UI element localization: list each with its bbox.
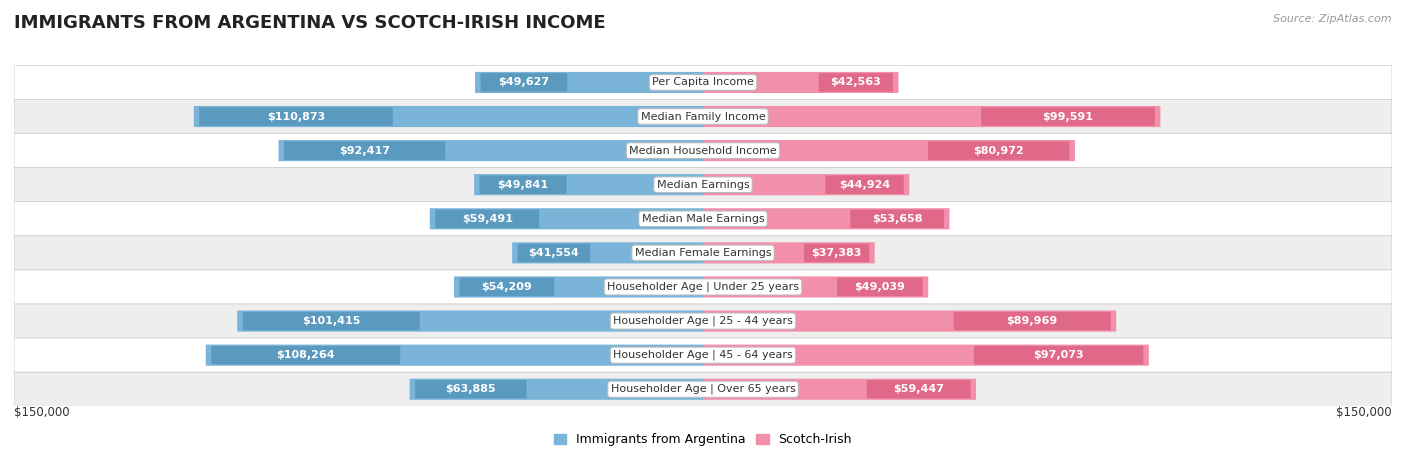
FancyBboxPatch shape xyxy=(211,346,401,364)
FancyBboxPatch shape xyxy=(14,134,1392,168)
Text: Householder Age | 45 - 64 years: Householder Age | 45 - 64 years xyxy=(613,350,793,361)
FancyBboxPatch shape xyxy=(703,72,898,93)
FancyBboxPatch shape xyxy=(481,73,567,92)
FancyBboxPatch shape xyxy=(14,99,1392,134)
FancyBboxPatch shape xyxy=(837,278,922,296)
Text: $59,491: $59,491 xyxy=(461,214,513,224)
Text: $89,969: $89,969 xyxy=(1007,316,1057,326)
Text: Median Female Earnings: Median Female Earnings xyxy=(634,248,772,258)
FancyBboxPatch shape xyxy=(479,176,567,194)
FancyBboxPatch shape xyxy=(14,270,1392,304)
FancyBboxPatch shape xyxy=(512,242,703,263)
FancyBboxPatch shape xyxy=(825,176,904,194)
Text: Householder Age | Under 25 years: Householder Age | Under 25 years xyxy=(607,282,799,292)
FancyBboxPatch shape xyxy=(238,311,703,332)
Text: $108,264: $108,264 xyxy=(277,350,335,360)
FancyBboxPatch shape xyxy=(415,380,527,398)
FancyBboxPatch shape xyxy=(703,242,875,263)
Text: Median Male Earnings: Median Male Earnings xyxy=(641,214,765,224)
Text: Householder Age | Over 65 years: Householder Age | Over 65 years xyxy=(610,384,796,395)
FancyBboxPatch shape xyxy=(517,244,591,262)
Text: Source: ZipAtlas.com: Source: ZipAtlas.com xyxy=(1274,14,1392,24)
Text: $41,554: $41,554 xyxy=(529,248,579,258)
Text: $44,924: $44,924 xyxy=(839,180,890,190)
Text: Median Family Income: Median Family Income xyxy=(641,112,765,121)
FancyBboxPatch shape xyxy=(703,106,1160,127)
Text: $37,383: $37,383 xyxy=(811,248,862,258)
FancyBboxPatch shape xyxy=(14,202,1392,236)
FancyBboxPatch shape xyxy=(981,107,1154,126)
Text: IMMIGRANTS FROM ARGENTINA VS SCOTCH-IRISH INCOME: IMMIGRANTS FROM ARGENTINA VS SCOTCH-IRIS… xyxy=(14,14,606,32)
FancyBboxPatch shape xyxy=(460,278,554,296)
Text: $49,841: $49,841 xyxy=(498,180,548,190)
FancyBboxPatch shape xyxy=(14,372,1392,406)
FancyBboxPatch shape xyxy=(436,210,538,228)
FancyBboxPatch shape xyxy=(818,73,893,92)
FancyBboxPatch shape xyxy=(14,304,1392,338)
FancyBboxPatch shape xyxy=(804,244,869,262)
FancyBboxPatch shape xyxy=(703,345,1149,366)
Text: $54,209: $54,209 xyxy=(481,282,533,292)
FancyBboxPatch shape xyxy=(974,346,1143,364)
Text: Median Earnings: Median Earnings xyxy=(657,180,749,190)
Text: $80,972: $80,972 xyxy=(973,146,1024,156)
Text: Householder Age | 25 - 44 years: Householder Age | 25 - 44 years xyxy=(613,316,793,326)
FancyBboxPatch shape xyxy=(703,174,910,195)
FancyBboxPatch shape xyxy=(866,380,970,398)
FancyBboxPatch shape xyxy=(14,65,1392,99)
FancyBboxPatch shape xyxy=(703,311,1116,332)
Text: $49,039: $49,039 xyxy=(855,282,905,292)
FancyBboxPatch shape xyxy=(703,379,976,400)
FancyBboxPatch shape xyxy=(928,142,1070,160)
Text: Per Capita Income: Per Capita Income xyxy=(652,78,754,87)
FancyBboxPatch shape xyxy=(475,72,703,93)
FancyBboxPatch shape xyxy=(243,312,420,330)
FancyBboxPatch shape xyxy=(284,142,446,160)
FancyBboxPatch shape xyxy=(430,208,703,229)
Text: $110,873: $110,873 xyxy=(267,112,325,121)
FancyBboxPatch shape xyxy=(14,236,1392,270)
FancyBboxPatch shape xyxy=(409,379,703,400)
FancyBboxPatch shape xyxy=(194,106,703,127)
FancyBboxPatch shape xyxy=(474,174,703,195)
FancyBboxPatch shape xyxy=(851,210,943,228)
Text: $97,073: $97,073 xyxy=(1033,350,1084,360)
FancyBboxPatch shape xyxy=(703,276,928,297)
Text: $63,885: $63,885 xyxy=(446,384,496,394)
FancyBboxPatch shape xyxy=(278,140,703,161)
FancyBboxPatch shape xyxy=(454,276,703,297)
Text: $99,591: $99,591 xyxy=(1042,112,1094,121)
Text: $150,000: $150,000 xyxy=(1336,406,1392,419)
Text: $150,000: $150,000 xyxy=(14,406,70,419)
Text: $49,627: $49,627 xyxy=(498,78,550,87)
Text: $92,417: $92,417 xyxy=(339,146,391,156)
Legend: Immigrants from Argentina, Scotch-Irish: Immigrants from Argentina, Scotch-Irish xyxy=(548,428,858,451)
Text: Median Household Income: Median Household Income xyxy=(628,146,778,156)
FancyBboxPatch shape xyxy=(953,312,1111,330)
FancyBboxPatch shape xyxy=(200,107,392,126)
FancyBboxPatch shape xyxy=(14,168,1392,202)
Text: $101,415: $101,415 xyxy=(302,316,360,326)
Text: $42,563: $42,563 xyxy=(831,78,882,87)
FancyBboxPatch shape xyxy=(703,140,1076,161)
Text: $59,447: $59,447 xyxy=(893,384,945,394)
FancyBboxPatch shape xyxy=(703,208,949,229)
FancyBboxPatch shape xyxy=(14,338,1392,372)
Text: $53,658: $53,658 xyxy=(872,214,922,224)
FancyBboxPatch shape xyxy=(205,345,703,366)
